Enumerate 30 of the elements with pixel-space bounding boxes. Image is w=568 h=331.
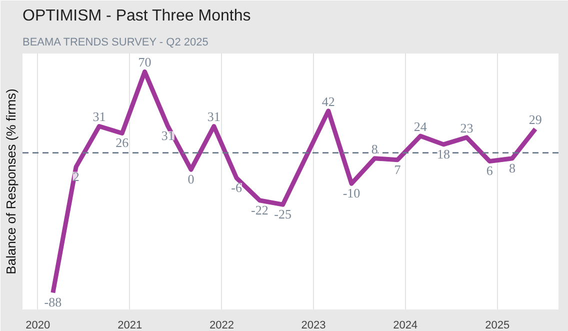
data-label: 31: [207, 109, 220, 124]
x-tick-label: 2023: [301, 320, 326, 331]
chart-title: OPTIMISM - Past Three Months: [22, 8, 251, 24]
data-label: 24: [414, 119, 428, 134]
x-tick-label: 2020: [26, 320, 50, 331]
data-label: 70: [138, 54, 152, 70]
y-axis-title: Balance of Responses (% firms): [4, 88, 18, 274]
data-label: 8: [371, 141, 378, 156]
data-label: -25: [274, 206, 292, 222]
data-label: 23: [460, 120, 474, 136]
x-tick-label: 2025: [485, 320, 510, 331]
data-label: -10: [342, 186, 360, 201]
data-label: 29: [528, 112, 542, 128]
chart-subtitle: BEAMA TRENDS SURVEY - Q2 2025: [22, 36, 208, 48]
data-label: 0: [188, 172, 194, 187]
data-label: 31: [161, 128, 174, 144]
data-label: -6: [231, 180, 242, 196]
x-tick-label: 2022: [209, 320, 234, 331]
data-label: 31: [92, 109, 106, 124]
data-label: 18: [437, 146, 450, 162]
x-tick-label: 2024: [393, 320, 418, 331]
data-label: 7: [394, 162, 402, 177]
data-label: -88: [44, 294, 62, 310]
x-tick-label: 2021: [118, 320, 142, 331]
data-label: 6: [486, 163, 494, 178]
data-label: 42: [322, 94, 335, 109]
data-label: -22: [251, 202, 268, 218]
data-label: 26: [116, 135, 130, 150]
data-label: 2: [72, 168, 80, 184]
data-label: 8: [508, 160, 516, 176]
